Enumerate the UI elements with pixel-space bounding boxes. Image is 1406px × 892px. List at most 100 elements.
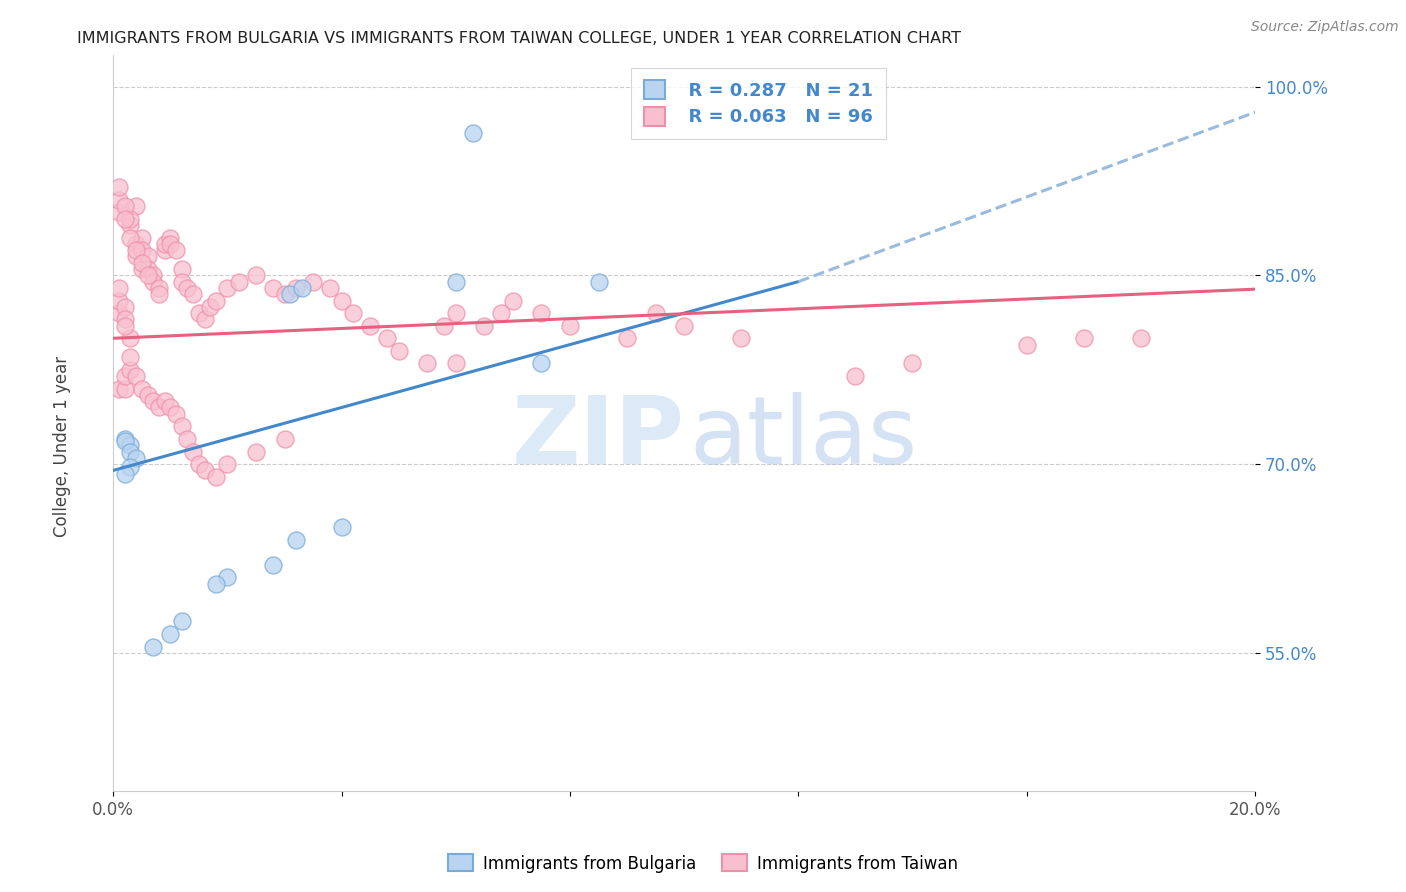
Point [114, 434, 136, 449]
Point [170, 275, 193, 289]
Point [273, 287, 295, 301]
Point [142, 275, 165, 289]
Point [375, 331, 398, 345]
Point [120, 331, 142, 345]
Point [125, 243, 148, 257]
Text: IMMIGRANTS FROM BULGARIA VS IMMIGRANTS FROM TAIWAN COLLEGE, UNDER 1 YEAR CORRELA: IMMIGRANTS FROM BULGARIA VS IMMIGRANTS F… [77, 31, 962, 46]
Point [125, 250, 148, 264]
Point [1015, 337, 1038, 351]
Point [170, 262, 193, 277]
Point [245, 268, 267, 283]
Point [444, 306, 467, 320]
Point [330, 293, 353, 308]
Point [114, 467, 136, 482]
Legend:   R = 0.287   N = 21,   R = 0.063   N = 96: R = 0.287 N = 21, R = 0.063 N = 96 [631, 68, 886, 139]
Point [136, 262, 159, 277]
Point [844, 369, 866, 384]
Point [114, 211, 136, 226]
Point [901, 356, 924, 370]
Point [125, 199, 148, 213]
Point [114, 199, 136, 213]
Point [330, 520, 353, 534]
Point [114, 300, 136, 314]
Point [142, 268, 165, 283]
Text: atlas: atlas [690, 392, 918, 484]
Legend: Immigrants from Bulgaria, Immigrants from Taiwan: Immigrants from Bulgaria, Immigrants fro… [441, 847, 965, 880]
Point [148, 287, 170, 301]
Point [187, 457, 209, 471]
Point [472, 318, 495, 333]
Point [131, 382, 153, 396]
Point [1129, 331, 1152, 345]
Point [108, 293, 131, 308]
Point [217, 281, 239, 295]
Point [1073, 331, 1095, 345]
Point [262, 558, 284, 572]
Point [153, 236, 176, 251]
Point [131, 230, 153, 244]
Point [120, 218, 142, 232]
Point [616, 331, 638, 345]
Point [114, 312, 136, 326]
Point [148, 401, 170, 415]
Point [205, 469, 228, 483]
Point [108, 281, 131, 295]
Point [120, 438, 142, 452]
Point [120, 230, 142, 244]
Point [114, 369, 136, 384]
Point [176, 281, 198, 295]
Point [673, 318, 696, 333]
Point [120, 350, 142, 364]
Point [262, 281, 284, 295]
Point [588, 275, 610, 289]
Point [194, 312, 217, 326]
Point [153, 394, 176, 409]
Point [131, 262, 153, 277]
Text: ZIP: ZIP [512, 392, 685, 484]
Point [108, 193, 131, 207]
Point [278, 287, 301, 301]
Point [284, 281, 307, 295]
Point [131, 256, 153, 270]
Point [200, 300, 222, 314]
Point [114, 382, 136, 396]
Point [165, 407, 187, 421]
Point [342, 306, 364, 320]
Text: Source: ZipAtlas.com: Source: ZipAtlas.com [1251, 20, 1399, 34]
Point [153, 243, 176, 257]
Point [120, 444, 142, 458]
Point [120, 211, 142, 226]
Point [181, 444, 204, 458]
Point [136, 388, 159, 402]
Point [108, 382, 131, 396]
Point [217, 570, 239, 584]
Point [131, 243, 153, 257]
Point [125, 236, 148, 251]
Point [245, 444, 267, 458]
Point [176, 432, 198, 446]
Point [125, 450, 148, 465]
Point [530, 306, 553, 320]
Point [142, 394, 165, 409]
Point [205, 576, 228, 591]
Point [136, 250, 159, 264]
Point [730, 331, 752, 345]
Point [108, 205, 131, 219]
Point [217, 457, 239, 471]
Point [273, 432, 295, 446]
Point [170, 419, 193, 434]
Point [181, 287, 204, 301]
Point [444, 356, 467, 370]
Point [284, 533, 307, 547]
Point [148, 281, 170, 295]
Point [461, 126, 484, 140]
Point [120, 363, 142, 377]
Point [136, 268, 159, 283]
Point [228, 275, 250, 289]
Point [530, 356, 553, 370]
Point [142, 640, 165, 654]
Point [165, 243, 187, 257]
Point [159, 627, 181, 641]
Point [205, 293, 228, 308]
Point [388, 343, 411, 358]
